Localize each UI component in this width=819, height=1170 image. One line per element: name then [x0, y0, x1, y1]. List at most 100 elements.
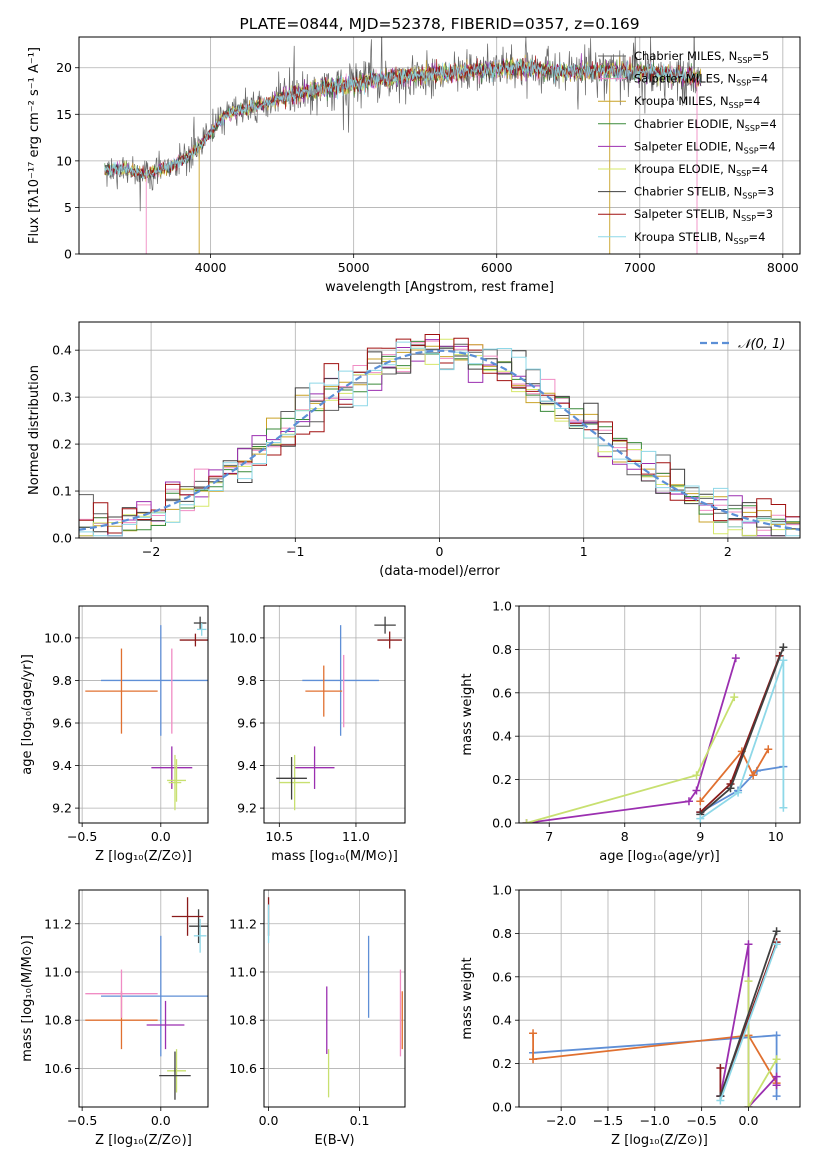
errorbar-points: [276, 616, 402, 811]
legend-label: Salpeter ELODIE, N: [634, 139, 744, 153]
histogram-series: [79, 334, 800, 534]
legend-n: =4: [749, 230, 766, 244]
weight-series-line: [699, 646, 785, 815]
x-tick-label: 11.0: [342, 829, 370, 844]
weight-marker: [696, 797, 705, 806]
y-tick-label: 9.6: [237, 716, 257, 731]
y-tick-label: 0.0: [492, 816, 512, 831]
legend-sub: SSP: [736, 79, 751, 88]
panel-residuals: −2 −1 0 1 2 0.0 0.1 0.2 0.3 0.4 (data-model)/error…: [27, 321, 801, 579]
histogram-series: [79, 344, 800, 537]
x-tick-label: 0.1: [350, 1113, 370, 1128]
errorbar-point: [196, 623, 207, 636]
errorbar-point: [85, 969, 158, 1018]
histogram-series: [79, 340, 800, 531]
legend-label: Kroupa MILES, N: [634, 94, 729, 108]
weight-marker: [716, 1096, 725, 1105]
legend-n: =5: [752, 49, 769, 63]
y-tick-label: 1.0: [492, 883, 512, 898]
weight-marker: [726, 784, 735, 793]
x-axis-label: Z [log₁₀(Z/Z⊙)]: [611, 1133, 708, 1148]
errorbar-point: [294, 746, 335, 789]
legend-entry: Kroupa STELIB, NSSP=4: [634, 230, 765, 246]
y-axis-label: Normed distribution: [27, 365, 42, 495]
y-tick-label: 0.2: [52, 437, 72, 452]
y-tick-label: 0.6: [492, 969, 512, 984]
y-tick-label: 0.2: [492, 772, 512, 787]
errorbar-point: [279, 754, 310, 811]
legend-label: Kroupa STELIB, N: [634, 230, 734, 244]
errorbar-point: [305, 665, 343, 717]
errorbar-points: [85, 616, 208, 811]
legend-n: =3: [757, 185, 774, 199]
histogram-series: [79, 340, 800, 537]
y-axis-label: Flux [fλ10⁻¹⁷ erg cm⁻² s⁻¹ A⁻¹]: [27, 47, 42, 244]
weight-marker: [684, 797, 693, 806]
x-tick-label: −0.5: [686, 1113, 716, 1128]
panel-spectrum: 4000 5000 6000 7000 8000 0 5 10 15 20 wavelength […: [27, 15, 801, 295]
y-tick-label: 10: [56, 153, 72, 168]
y-tick-label: 0.4: [492, 1013, 512, 1028]
y-tick-label: 10.6: [44, 1061, 72, 1076]
axes-frame: [78, 605, 209, 824]
weight-marker: [692, 771, 701, 780]
errorbar-point: [101, 625, 208, 736]
weight-series-line: [719, 943, 778, 1101]
legend-sub: SSP: [744, 146, 759, 155]
x-axis-label: mass [log₁₀(M/M⊙)]: [271, 849, 398, 864]
normal-curve: [79, 349, 800, 531]
panel-weight_vs_Z: −2.0 −1.5 −1.0 −0.5 0.0 0.0 0.2 0.4 0.6 0.8 1.0 Z […: [460, 883, 801, 1148]
legend-label: Chabrier ELODIE, N: [634, 117, 745, 131]
y-axis-label: mass weight: [460, 957, 475, 1039]
weight-marker: [772, 1081, 781, 1090]
x-axis-label: E(B-V): [314, 1133, 354, 1148]
y-tick-label: 9.8: [52, 673, 72, 688]
y-tick-label: 9.6: [52, 716, 72, 731]
weight-marker: [772, 1092, 781, 1101]
weight-marker: [529, 1055, 538, 1064]
legend-entry: Kroupa MILES, NSSP=4: [634, 94, 760, 110]
y-tick-label: 0.6: [492, 685, 512, 700]
legend-label: Salpeter STELIB, N: [634, 207, 741, 221]
weight-series-line: [532, 1033, 778, 1084]
y-tick-label: 0.2: [492, 1056, 512, 1071]
legend-label: Chabrier MILES, N: [634, 49, 737, 63]
errorbar-points: [85, 897, 208, 1100]
x-tick-label: 0: [436, 544, 444, 559]
y-tick-label: 10.0: [229, 630, 257, 645]
histogram-lines: [79, 334, 800, 537]
legend-n: =4: [760, 117, 777, 131]
y-tick-label: 10.0: [44, 630, 72, 645]
chart-title: PLATE=0844, MJD=52378, FIBERID=0357, z=0…: [239, 15, 639, 33]
errorbar-point: [276, 757, 307, 800]
legend-sub: SSP: [729, 101, 744, 110]
weight-marker: [772, 940, 781, 949]
weight-marker: [744, 977, 753, 986]
weight-marker: [529, 1029, 538, 1038]
errorbar-point: [167, 1049, 186, 1093]
y-tick-label: 0.3: [52, 390, 72, 405]
weight-series-line: [526, 696, 736, 823]
weight-marker: [779, 656, 788, 665]
weight-marker: [692, 786, 701, 795]
y-tick-label: 10.8: [44, 1013, 72, 1028]
y-tick-label: 0.4: [52, 343, 72, 358]
spectrum-lines: [104, 37, 702, 254]
x-tick-label: 5000: [338, 260, 370, 275]
errorbar-point: [377, 631, 402, 649]
x-tick-label: 8000: [767, 260, 799, 275]
errorbar-point: [179, 633, 208, 647]
panel-mass_vs_Z: −0.5 0.0 10.6 10.8 11.0 11.2 Z [log₁₀(Z/Z⊙)] ma…: [20, 889, 209, 1148]
legend-sub: SSP: [745, 124, 760, 133]
y-tick-label: 0.0: [52, 531, 72, 546]
axes-frame: [78, 889, 209, 1108]
legend-n: =3: [756, 207, 773, 221]
weight-marker: [696, 814, 705, 823]
weight-marker: [731, 654, 740, 663]
x-axis-label: Z [log₁₀(Z/Z⊙)]: [95, 849, 192, 864]
x-tick-label: 7: [545, 829, 553, 844]
legend-label: Chabrier STELIB, N: [634, 185, 742, 199]
y-tick-label: 9.8: [237, 673, 257, 688]
x-tick-label: 1: [580, 544, 588, 559]
